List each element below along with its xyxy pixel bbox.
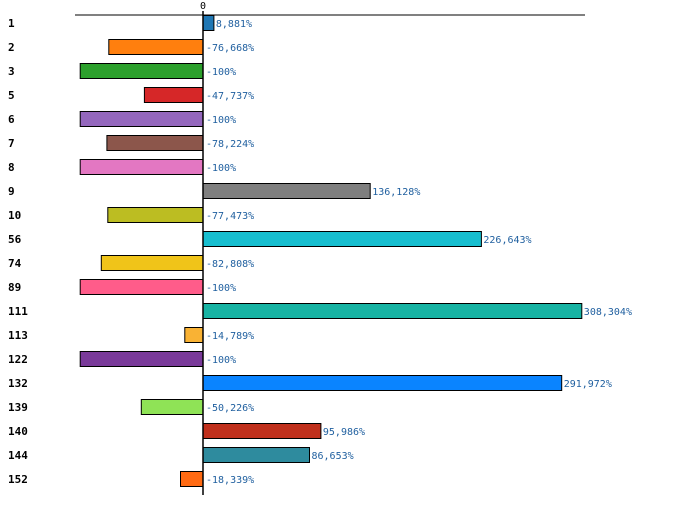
bar (79, 63, 204, 79)
value-label: -18,339% (206, 475, 254, 486)
bar (79, 279, 204, 295)
value-label: 86,653% (312, 451, 354, 462)
value-label: 226,643% (483, 235, 531, 246)
value-label: -100% (206, 355, 236, 366)
bar (79, 159, 204, 175)
category-label: 144 (8, 449, 28, 462)
category-label: 132 (8, 377, 28, 390)
category-label: 10 (8, 209, 21, 222)
bar (184, 327, 204, 343)
category-label: 113 (8, 329, 28, 342)
value-label: 95,986% (323, 427, 365, 438)
value-label: -100% (206, 67, 236, 78)
category-label: 89 (8, 281, 21, 294)
bars-group: 1 8,881% 2 -76,668% 3 -100% 5 -47,737% 6 -100% 7 -7… (8, 15, 632, 487)
value-label: -76,668% (206, 43, 254, 54)
value-label: -82,808% (206, 259, 254, 270)
bar (143, 87, 204, 103)
category-label: 3 (8, 65, 15, 78)
bar (202, 423, 322, 439)
value-label: -100% (206, 115, 236, 126)
bar (202, 15, 215, 31)
category-label: 122 (8, 353, 28, 366)
category-label: 6 (8, 113, 15, 126)
bar (202, 375, 563, 391)
bar (202, 183, 371, 199)
value-label: -78,224% (206, 139, 254, 150)
bar (79, 351, 204, 367)
value-label: -50,226% (206, 403, 254, 414)
value-label: 136,128% (372, 187, 420, 198)
bar (106, 135, 204, 151)
category-label: 139 (8, 401, 28, 414)
value-label: -100% (206, 283, 236, 294)
bar (202, 303, 583, 319)
zero-tick-label: 0 (200, 1, 206, 12)
bar (202, 231, 482, 247)
bar (202, 447, 310, 463)
bar (180, 471, 204, 487)
value-label: 308,304% (584, 307, 632, 318)
value-label: -77,473% (206, 211, 254, 222)
category-label: 152 (8, 473, 28, 486)
value-label: 291,972% (564, 379, 612, 390)
category-label: 7 (8, 137, 15, 150)
category-label: 111 (8, 305, 28, 318)
category-label: 2 (8, 41, 15, 54)
category-label: 140 (8, 425, 28, 438)
bar (107, 207, 204, 223)
category-label: 5 (8, 89, 15, 102)
category-label: 8 (8, 161, 15, 174)
value-label: -14,789% (206, 331, 254, 342)
value-label: -100% (206, 163, 236, 174)
value-label: -47,737% (206, 91, 254, 102)
category-label: 56 (8, 233, 22, 246)
bar (79, 111, 204, 127)
category-label: 1 (8, 17, 15, 30)
category-label: 9 (8, 185, 15, 198)
value-label: 8,881% (216, 19, 252, 30)
bar (140, 399, 204, 415)
bar (100, 255, 204, 271)
category-label: 74 (8, 257, 22, 270)
bar (108, 39, 204, 55)
